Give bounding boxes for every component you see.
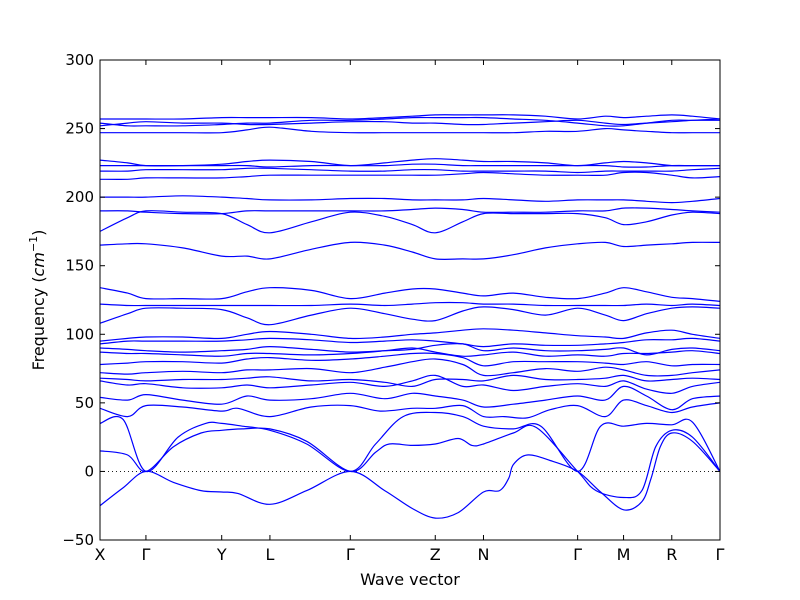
x-tick-label: Z xyxy=(430,545,441,564)
band-line-19 xyxy=(100,207,720,215)
x-tick-label: Y xyxy=(216,545,227,564)
band-line-15 xyxy=(100,301,720,307)
x-tick-label: Γ xyxy=(716,545,725,564)
band-line-7 xyxy=(100,374,720,388)
band-line-25 xyxy=(100,126,720,134)
y-tick-label: 50 xyxy=(75,394,94,412)
band-line-4 xyxy=(100,399,720,419)
band-line-2 xyxy=(100,424,720,499)
band-line-11 xyxy=(100,342,720,356)
band-line-5 xyxy=(100,385,720,411)
band-line-17 xyxy=(100,241,720,260)
y-tick-label: 300 xyxy=(65,51,94,69)
y-axis-label: Frequency (cm−1) xyxy=(27,230,48,371)
band-line-12 xyxy=(100,337,720,348)
y-axis-label-main: Frequency ( xyxy=(29,276,48,370)
y-tick-label: 0 xyxy=(84,462,94,480)
x-tick-label: R xyxy=(666,545,677,564)
band-line-18 xyxy=(100,210,720,234)
y-axis-label-close: ) xyxy=(29,230,48,236)
band-line-26 xyxy=(100,118,720,127)
x-tick-label: M xyxy=(617,545,631,564)
y-axis-label-exponent: −1 xyxy=(27,236,40,252)
band-line-10 xyxy=(100,347,720,357)
band-line-23 xyxy=(100,163,720,168)
band-line-8 xyxy=(100,358,720,377)
band-lines xyxy=(100,114,720,519)
x-tick-label: L xyxy=(265,545,274,564)
band-line-3 xyxy=(100,411,720,473)
band-line-13 xyxy=(100,328,720,342)
y-tick-label: 250 xyxy=(65,120,94,138)
y-tick-label: 100 xyxy=(65,325,94,343)
band-line-28 xyxy=(100,114,720,120)
y-axis-label-unit: cm xyxy=(29,252,48,276)
x-tick-label: X xyxy=(95,545,106,564)
band-line-27 xyxy=(100,116,720,127)
band-line-1 xyxy=(100,432,720,519)
band-line-16 xyxy=(100,287,720,302)
band-line-20 xyxy=(100,195,720,204)
band-line-21 xyxy=(100,171,720,180)
band-line-22 xyxy=(100,167,720,174)
band-line-9 xyxy=(100,352,720,367)
y-tick-label: 150 xyxy=(65,257,94,275)
y-tick-label: −50 xyxy=(62,531,94,549)
plot-frame xyxy=(99,59,721,541)
band-line-24 xyxy=(100,158,720,167)
band-line-14 xyxy=(100,306,720,326)
x-axis-label: Wave vector xyxy=(360,570,460,589)
band-line-6 xyxy=(100,374,720,394)
x-tick-label: N xyxy=(477,545,489,564)
x-tick-label: Γ xyxy=(573,545,582,564)
x-tick-label: Γ xyxy=(346,545,355,564)
x-tick-label: Γ xyxy=(141,545,150,564)
y-ticks: −50 0 50 100 150 200 250 300 xyxy=(62,51,720,549)
y-tick-label: 200 xyxy=(65,188,94,206)
